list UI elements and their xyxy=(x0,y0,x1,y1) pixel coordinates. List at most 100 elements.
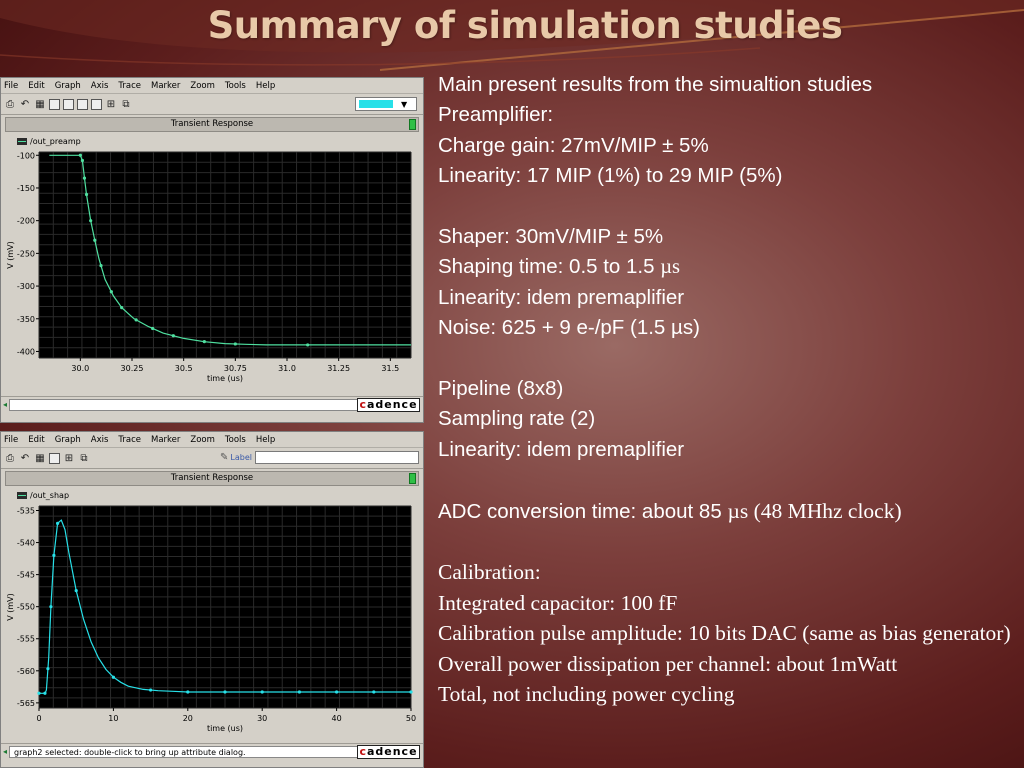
graph-title-text: Transient Response xyxy=(170,119,254,129)
data-point xyxy=(74,589,78,593)
x-tick-label: 30 xyxy=(257,714,267,723)
data-point xyxy=(46,667,50,671)
y-tick-label: -560 xyxy=(17,667,35,676)
menu-trace[interactable]: Trace xyxy=(118,80,141,91)
note-line: Integrated capacitor: 100 fF xyxy=(438,590,678,615)
waveform-plot-preamp[interactable]: -100 -150 -200 -250 -300 -350 -400 30.0 30.25 30.… xyxy=(1,148,423,392)
window-icon[interactable] xyxy=(63,98,74,110)
menu-edit[interactable]: Edit xyxy=(28,80,45,91)
chevron-down-icon: ▼ xyxy=(401,99,408,109)
menu-help[interactable]: Help xyxy=(255,434,276,445)
x-tick-label: 0 xyxy=(36,714,41,723)
duplicate-icon[interactable]: ⧉ xyxy=(122,98,130,110)
status-text xyxy=(9,398,360,411)
menu-marker[interactable]: Marker xyxy=(150,80,181,91)
trace-legend-icon xyxy=(17,137,27,145)
grid-icon[interactable]: ▦ xyxy=(35,98,45,110)
data-point xyxy=(120,306,124,310)
menu-zoom[interactable]: Zoom xyxy=(190,80,215,91)
graph-active-marker[interactable] xyxy=(409,119,416,130)
y-axis-label: V (mV) xyxy=(6,241,15,269)
plot-area[interactable]: -535 -540 -545 -550 -555 -560 -565 0 10 20 30 40 50 t… xyxy=(1,502,423,743)
data-point xyxy=(186,690,190,694)
menu-graph[interactable]: Graph xyxy=(54,434,81,445)
x-tick-label: 40 xyxy=(332,714,342,723)
window-icon[interactable] xyxy=(49,98,60,110)
note-line: Total, not including power cycling xyxy=(438,682,735,707)
data-point xyxy=(171,334,175,338)
grid-icon[interactable]: ▦ xyxy=(35,452,45,464)
y-tick-label: -540 xyxy=(17,539,35,548)
print-icon[interactable]: ⎙ xyxy=(6,452,14,464)
menu-axis[interactable]: Axis xyxy=(90,80,109,91)
menu-graph[interactable]: Graph xyxy=(54,80,81,91)
x-tick-label: 30.0 xyxy=(71,364,89,373)
window-icon[interactable] xyxy=(91,98,102,110)
note-spacer xyxy=(438,527,1024,557)
toolbar: ⎙ ↶ ▦ ⊞ ⧉ ▼ xyxy=(1,94,423,115)
data-point xyxy=(84,192,89,197)
note-line: Linearity: idem premaplifier xyxy=(438,285,685,309)
undo-icon[interactable]: ↶ xyxy=(20,98,30,110)
x-tick-label: 30.5 xyxy=(175,364,193,373)
data-point xyxy=(80,158,84,163)
title-swoosh-decoration xyxy=(0,0,1024,71)
data-point xyxy=(151,326,155,331)
trace-legend-label: /out_shap xyxy=(30,490,70,500)
graph-title[interactable]: Transient Response xyxy=(5,471,419,486)
undo-icon[interactable]: ↶ xyxy=(20,452,30,464)
menu-file[interactable]: File xyxy=(4,80,19,91)
y-tick-label: -535 xyxy=(17,506,35,515)
status-arrow-icon: ◂ xyxy=(3,400,8,409)
print-icon[interactable]: ⎙ xyxy=(6,98,14,110)
menu-help[interactable]: Help xyxy=(255,80,276,91)
menu-marker[interactable]: Marker xyxy=(150,434,181,445)
y-axis-label: V (mV) xyxy=(6,593,15,621)
menu-tools[interactable]: Tools xyxy=(224,80,246,91)
duplicate-icon[interactable]: ⧉ xyxy=(80,452,88,464)
label-input[interactable] xyxy=(255,451,419,464)
x-tick-label: 30.25 xyxy=(121,364,144,373)
menu-axis[interactable]: Axis xyxy=(90,434,109,445)
menu-zoom[interactable]: Zoom xyxy=(190,434,215,445)
note-line: Calibration pulse amplitude: 10 bits DAC… xyxy=(438,621,1011,646)
graph-title[interactable]: Transient Response xyxy=(5,117,419,132)
status-bar: ◂ cadence xyxy=(1,396,423,412)
note-line: Calibration: xyxy=(438,560,541,585)
y-tick-label: -250 xyxy=(17,249,35,258)
summary-notes: Main present results from the simualtion… xyxy=(438,70,1024,709)
trace-color-select[interactable]: ▼ xyxy=(355,97,417,111)
data-point xyxy=(202,340,206,344)
trace-legend[interactable]: /out_preamp xyxy=(1,134,423,148)
cadence-logo: cadence xyxy=(357,398,420,412)
zoom-fit-icon[interactable]: ⊞ xyxy=(64,452,74,464)
zoom-fit-icon[interactable]: ⊞ xyxy=(106,98,116,110)
waveform-window-shaper: File Edit Graph Axis Trace Marker Zoom T… xyxy=(0,431,424,768)
data-point xyxy=(335,690,339,694)
status-arrow-icon: ◂ xyxy=(3,747,8,756)
y-tick-label: -100 xyxy=(17,151,35,160)
note-line: ADC conversion time: about 85 µs (48 MHh… xyxy=(438,496,1024,527)
x-tick-label: 50 xyxy=(406,714,416,723)
x-axis-label: time (us) xyxy=(207,374,243,383)
y-tick-label: -550 xyxy=(17,603,35,612)
series-line xyxy=(49,154,411,346)
menu-trace[interactable]: Trace xyxy=(118,434,141,445)
y-tick-label: -400 xyxy=(17,347,35,356)
window-icon[interactable] xyxy=(49,452,60,464)
menu-edit[interactable]: Edit xyxy=(28,434,45,445)
data-point xyxy=(223,690,227,694)
menu-file[interactable]: File xyxy=(4,434,19,445)
note-line: Main present results from the simualtion… xyxy=(438,73,873,96)
plot-area[interactable]: -100 -150 -200 -250 -300 -350 -400 30.0 30.25 30.… xyxy=(1,148,423,396)
menu-tools[interactable]: Tools xyxy=(224,434,246,445)
y-tick-label: -350 xyxy=(17,315,35,324)
trace-legend[interactable]: /out_shap xyxy=(1,488,423,502)
status-text: graph2 selected: double-click to bring u… xyxy=(9,745,360,758)
graph-title-text: Transient Response xyxy=(170,473,254,483)
graph-active-marker[interactable] xyxy=(409,473,416,484)
note-line: Pipeline (8x8) xyxy=(438,377,564,401)
window-icon[interactable] xyxy=(77,98,88,110)
x-tick-label: 31.25 xyxy=(327,364,350,373)
